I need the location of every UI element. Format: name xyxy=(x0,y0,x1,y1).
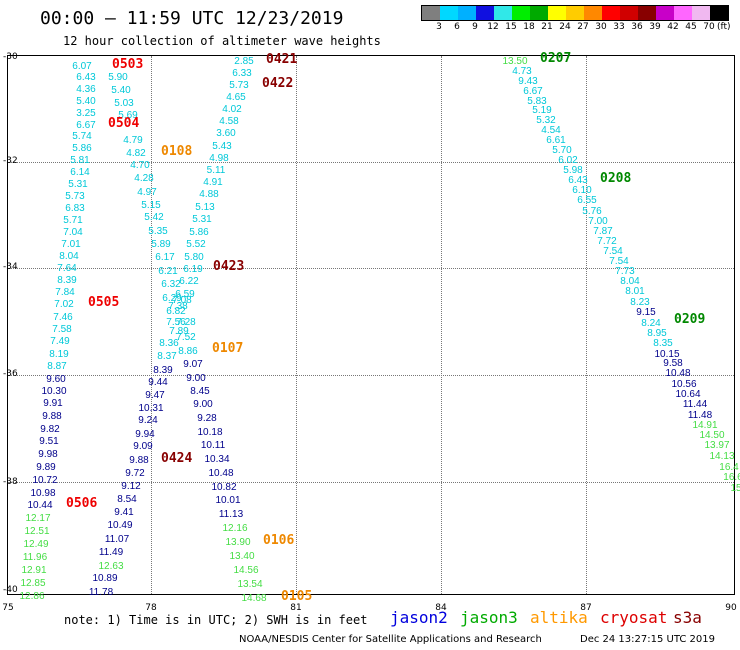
parallel-36 xyxy=(8,375,734,376)
footer-note: note: 1) Time is in UTC; 2) SWH is in fe… xyxy=(64,613,368,627)
legend-swatch xyxy=(566,6,584,20)
legend-label: 12 xyxy=(487,22,499,32)
meridian-78 xyxy=(151,56,152,594)
legend-label: 42 xyxy=(667,22,679,32)
legend-labels: 3 6 9 12 15 18 21 24 27 30 33 36 39 42 45 70 xyxy=(421,22,739,34)
parallel-38 xyxy=(8,482,734,483)
legend-label: 21 xyxy=(541,22,553,32)
legend-swatch xyxy=(440,6,458,20)
legend-label: 6 xyxy=(454,22,460,32)
legend-swatch xyxy=(548,6,566,20)
meridian-87 xyxy=(586,56,587,594)
meridian-81 xyxy=(296,56,297,594)
lon-label: 81 xyxy=(290,603,302,613)
legend-swatch xyxy=(674,6,692,20)
legend-label: 45 xyxy=(685,22,697,32)
legend-swatch xyxy=(638,6,656,20)
legend-label: 33 xyxy=(613,22,625,32)
lat-label: -32 xyxy=(3,156,18,166)
satellite-s3a: s3a xyxy=(673,608,702,627)
satellite-jason2: jason2 xyxy=(390,608,448,627)
satellite-altika: altika xyxy=(530,608,588,627)
parallel-32 xyxy=(8,162,734,163)
footer-credit: NOAA/NESDIS Center for Satellite Applica… xyxy=(239,634,542,645)
legend-swatch xyxy=(620,6,638,20)
legend-swatch xyxy=(584,6,602,20)
color-legend xyxy=(421,5,729,21)
lat-label: -30 xyxy=(3,52,18,62)
legend-label: 3 xyxy=(436,22,442,32)
legend-label: 9 xyxy=(472,22,478,32)
legend-swatch xyxy=(602,6,620,20)
lon-label: 84 xyxy=(435,603,447,613)
legend-label: 24 xyxy=(559,22,571,32)
legend-label: 39 xyxy=(649,22,661,32)
meridian-84 xyxy=(441,56,442,594)
legend-swatch xyxy=(422,6,440,20)
page-title: 00:00 – 11:59 UTC 12/23/2019 xyxy=(40,8,344,29)
legend-swatch xyxy=(656,6,674,20)
map-area xyxy=(7,55,735,595)
legend-swatch xyxy=(530,6,548,20)
legend-swatch xyxy=(476,6,494,20)
legend-label: 18 xyxy=(523,22,535,32)
legend-label: 30 xyxy=(595,22,607,32)
legend-label: 70 xyxy=(703,22,715,32)
satellite-cryosat: cryosat xyxy=(600,608,668,627)
legend-swatch xyxy=(710,6,728,20)
page-subtitle: 12 hour collection of altimeter wave hei… xyxy=(63,34,381,48)
wave-height-value: 14.68 xyxy=(241,593,267,604)
parallel-34 xyxy=(8,268,734,269)
legend-swatch xyxy=(512,6,530,20)
legend-label: 15 xyxy=(505,22,517,32)
lat-label: -36 xyxy=(3,369,18,379)
legend-swatch xyxy=(692,6,710,20)
legend-unit: (ft) xyxy=(717,22,731,32)
lat-label: -40 xyxy=(3,585,18,595)
legend-label: 36 xyxy=(631,22,643,32)
lon-label: 87 xyxy=(580,603,592,613)
lat-label: -38 xyxy=(3,477,18,487)
lon-label: 75 xyxy=(2,603,14,613)
lat-label: -34 xyxy=(3,262,18,272)
lon-label: 78 xyxy=(145,603,157,613)
satellite-jason3: jason3 xyxy=(460,608,518,627)
legend-swatch xyxy=(458,6,476,20)
lon-label: 90 xyxy=(725,603,737,613)
legend-swatch xyxy=(494,6,512,20)
legend-label: 27 xyxy=(577,22,589,32)
footer-timestamp: Dec 24 13:27:15 UTC 2019 xyxy=(580,634,715,645)
